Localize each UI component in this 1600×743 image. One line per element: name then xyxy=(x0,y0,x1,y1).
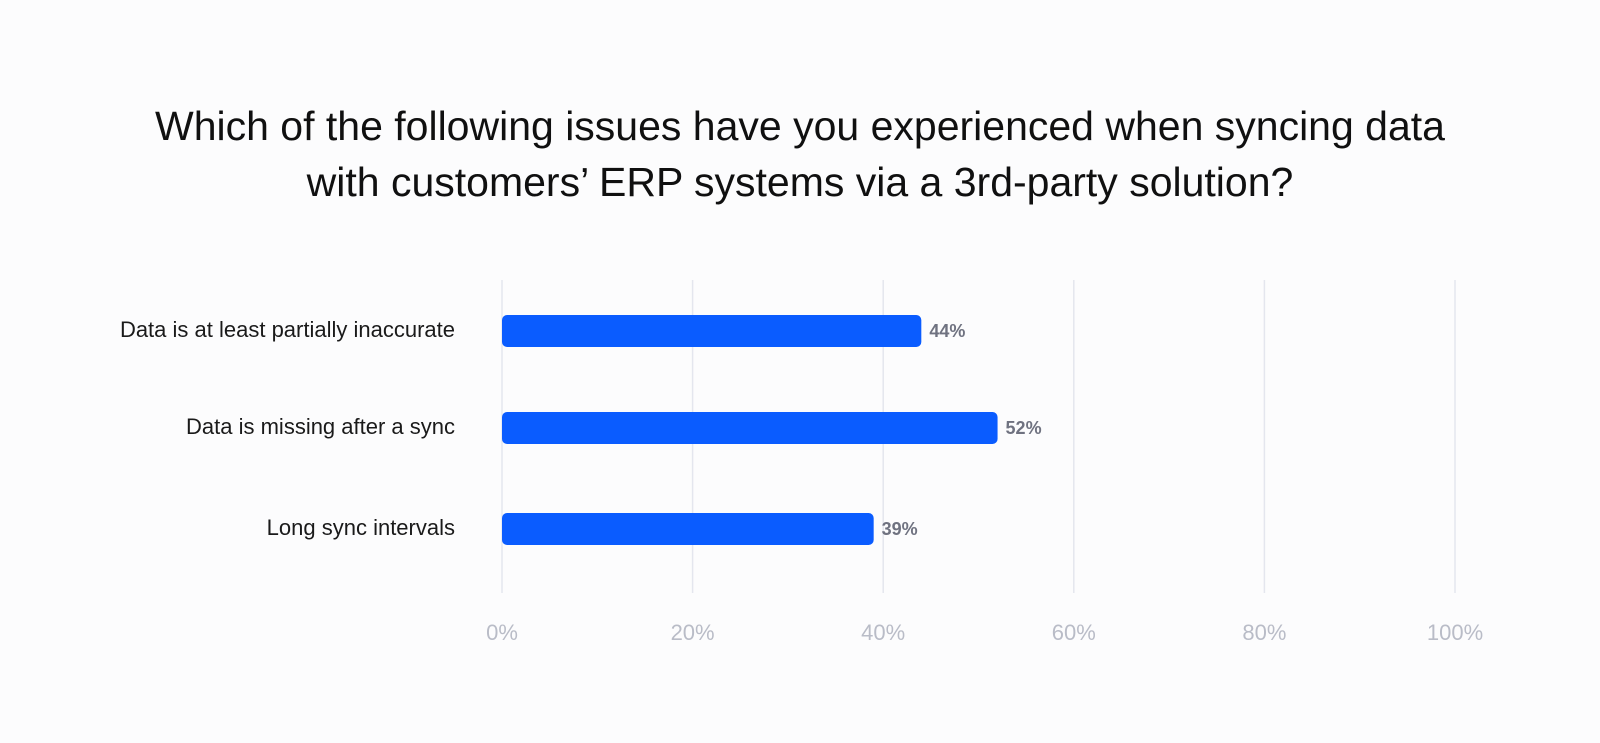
value-label: 52% xyxy=(1006,418,1042,438)
value-label: 39% xyxy=(882,519,918,539)
bar xyxy=(502,315,922,347)
bar xyxy=(502,513,874,545)
bar xyxy=(502,412,998,444)
x-tick-label: 80% xyxy=(1242,620,1286,645)
value-label: 44% xyxy=(929,321,965,341)
x-tick-label: 0% xyxy=(486,620,518,645)
x-tick-label: 60% xyxy=(1052,620,1096,645)
chart-title: Which of the following issues have you e… xyxy=(0,98,1600,210)
chart-title-line-2: with customers’ ERP systems via a 3rd-pa… xyxy=(306,159,1294,205)
category-label: Data is missing after a sync xyxy=(186,414,455,439)
x-tick-label: 100% xyxy=(1427,620,1483,645)
category-label: Data is at least partially inaccurate xyxy=(120,317,455,342)
category-label: Long sync intervals xyxy=(267,515,455,540)
chart-title-line-1: Which of the following issues have you e… xyxy=(155,103,1445,149)
x-tick-label: 20% xyxy=(671,620,715,645)
x-tick-label: 40% xyxy=(861,620,905,645)
